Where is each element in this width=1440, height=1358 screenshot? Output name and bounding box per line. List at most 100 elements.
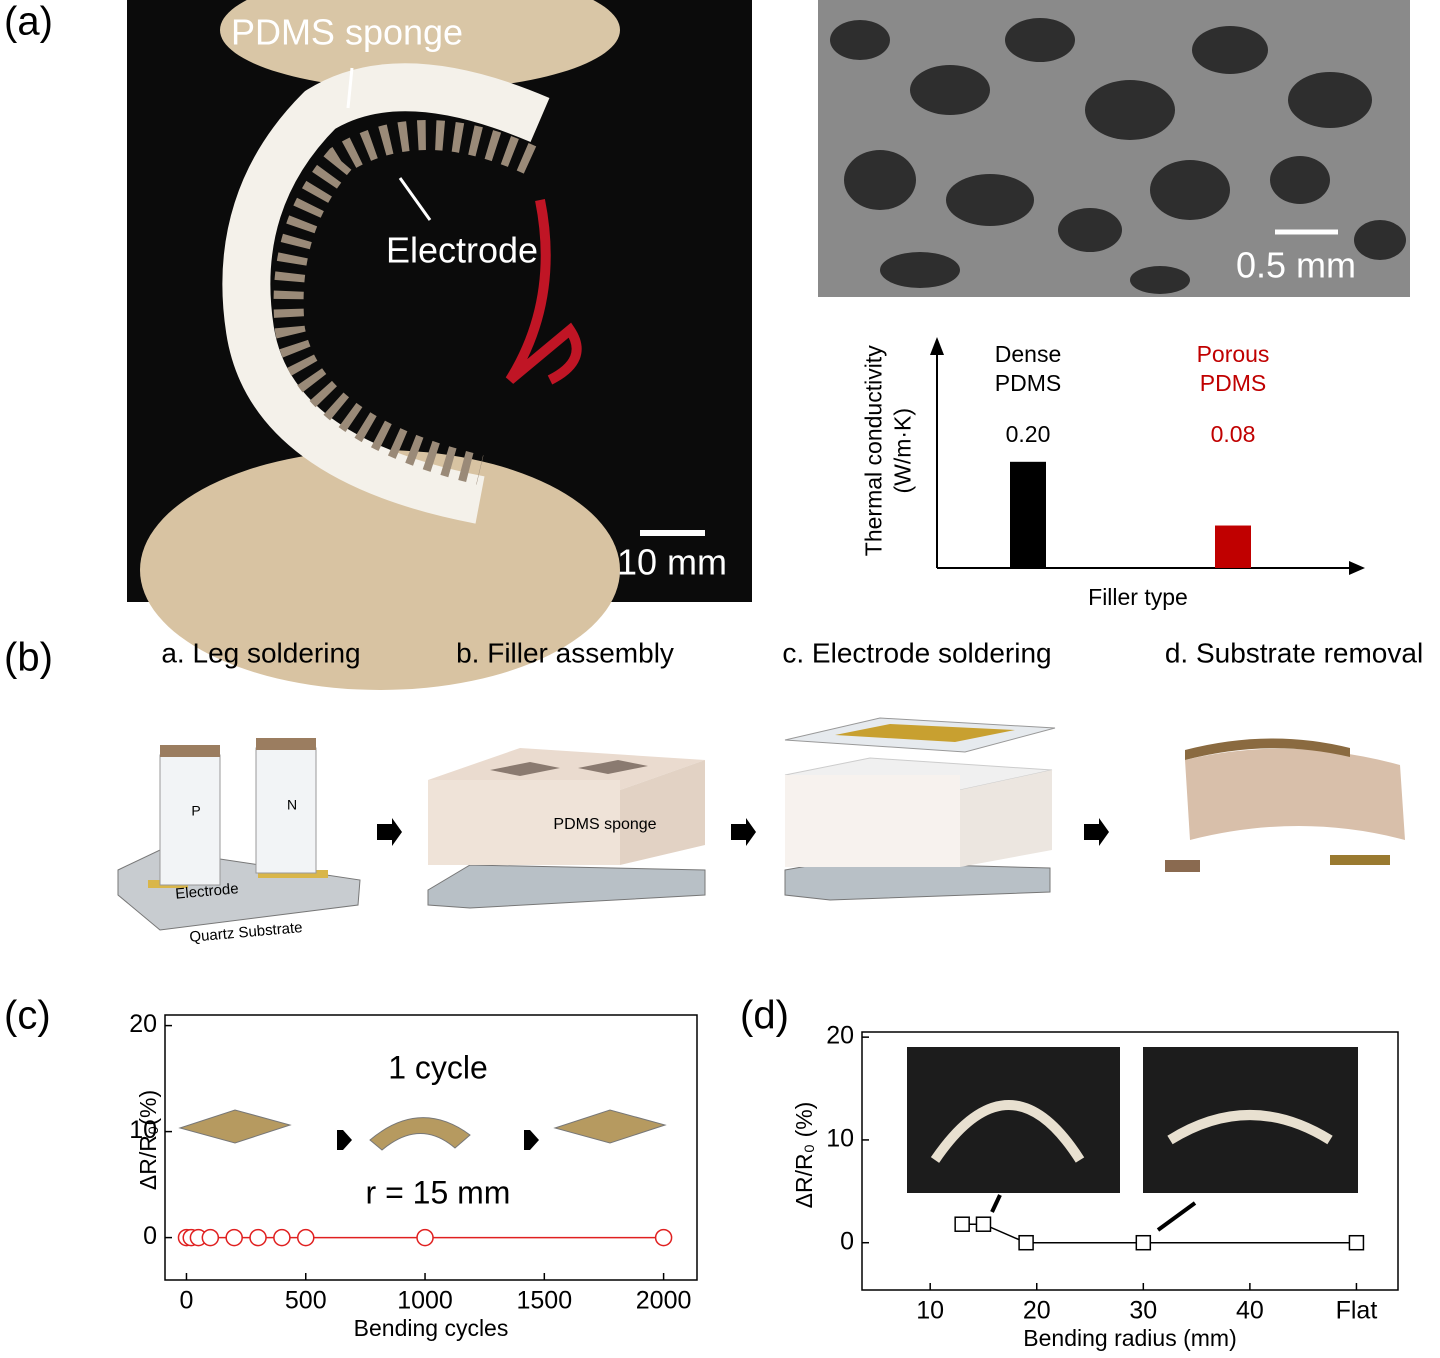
process-arrows [377, 818, 1109, 846]
x-tick-label: 40 [1236, 1297, 1264, 1325]
x-axis-label: Bending cycles [354, 1315, 509, 1341]
y-axis-label: Thermal conductivity (W/m·K) [860, 345, 915, 557]
marker [297, 1228, 315, 1247]
bent-device [1167, 1110, 1333, 1145]
photo [127, 0, 752, 690]
sponge [222, 63, 550, 524]
plot-frame [164, 1014, 698, 1281]
bent-device [930, 1100, 1085, 1163]
annotation: r = 15 mm [366, 1174, 511, 1210]
sponge-side [960, 770, 1052, 867]
marker [975, 1216, 992, 1232]
marker [954, 1216, 970, 1232]
x-tick-label: 20 [1023, 1297, 1051, 1325]
marker [201, 1228, 220, 1247]
pad [490, 762, 560, 776]
marker [1348, 1234, 1365, 1251]
marker [1135, 1234, 1152, 1251]
photo-label: Electrode [386, 230, 538, 271]
x-tick-label: 1000 [397, 1287, 453, 1315]
step-title: d. Substrate removal [1165, 637, 1423, 668]
substrate [784, 861, 1051, 901]
leg [159, 754, 221, 886]
arrow [1156, 1201, 1197, 1232]
panel-label: (d) [740, 994, 789, 1038]
x-tick-label: 10 [916, 1297, 944, 1325]
sponge-top [428, 748, 705, 790]
y-tick-label: 10 [826, 1125, 854, 1153]
diagram-leg [117, 738, 361, 931]
electrode [258, 870, 328, 878]
arrow [524, 1130, 539, 1150]
arrow [990, 1194, 1002, 1213]
panel-label: (b) [4, 636, 53, 680]
sponge [1185, 748, 1405, 840]
scale-label: 0.5 mm [1236, 245, 1356, 286]
device-flat [178, 1109, 292, 1144]
axis-arrow [1349, 561, 1365, 575]
bottom-electrode [1330, 855, 1390, 865]
diagram-label: N [287, 797, 297, 813]
pointer [398, 177, 432, 221]
leg [255, 747, 317, 874]
bottom-electrode [1165, 860, 1200, 872]
top-electrode [835, 724, 1015, 742]
y-tick-label: 0 [840, 1227, 854, 1255]
annotation: 1 cycle [388, 1049, 488, 1085]
substrate [427, 864, 706, 909]
leg-top [160, 745, 220, 757]
panel-label: (a) [4, 0, 53, 44]
marker [273, 1228, 291, 1247]
inset-bending [178, 1109, 667, 1151]
y-axis-label: ΔR/R₀ (%) [791, 1102, 817, 1209]
panel-label: (c) [4, 994, 51, 1038]
pores [830, 18, 1406, 294]
diagram-removal [1165, 738, 1405, 872]
y-tick-label: 20 [129, 1010, 157, 1038]
sponge-front [428, 780, 620, 865]
bar [1010, 461, 1046, 568]
inset-photos [907, 1047, 1358, 1232]
electrodes [273, 120, 537, 485]
x-tick-label: 0 [180, 1287, 194, 1315]
inset-photo [907, 1047, 1120, 1193]
sem-bg [818, 0, 1410, 297]
category-label: Porous PDMS [1196, 341, 1270, 396]
y-tick-label: 0 [143, 1222, 157, 1250]
x-axis-label: Bending radius (mm) [1023, 1325, 1236, 1351]
x-tick-label: 500 [285, 1287, 327, 1315]
finger [220, 0, 620, 90]
diagram-electrode [784, 717, 1056, 901]
step-title: c. Electrode soldering [782, 637, 1051, 668]
sponge-side [620, 760, 705, 865]
value-label: 0.20 [1006, 421, 1051, 447]
scale-label: 10 mm [617, 542, 727, 583]
diagram-label: PDMS sponge [553, 816, 656, 833]
diagram-filler [427, 748, 706, 909]
step-title: a. Leg soldering [161, 637, 360, 668]
arrow [337, 1130, 352, 1150]
marker [249, 1228, 267, 1247]
value-label: 0.08 [1211, 421, 1256, 447]
diagram-label: P [191, 803, 200, 819]
pointer [346, 67, 354, 109]
diagram-label: Electrode [175, 880, 240, 902]
y-tick-label: 10 [129, 1116, 157, 1144]
marker [416, 1228, 434, 1247]
leg-top [256, 738, 316, 750]
step-title: b. Filler assembly [456, 637, 674, 668]
photo-label: PDMS sponge [231, 12, 463, 53]
axis-arrow [930, 337, 944, 355]
marker [654, 1228, 673, 1247]
x-tick-label: 1500 [517, 1287, 573, 1315]
substrate [117, 849, 361, 931]
sponge-front [785, 775, 960, 867]
x-tick-label: 30 [1129, 1297, 1157, 1325]
x-axis-label: Filler type [1088, 584, 1188, 610]
y-tick-label: 20 [826, 1022, 854, 1050]
device-bent [369, 1117, 471, 1151]
bar [1215, 525, 1251, 568]
device-flat [553, 1109, 667, 1144]
